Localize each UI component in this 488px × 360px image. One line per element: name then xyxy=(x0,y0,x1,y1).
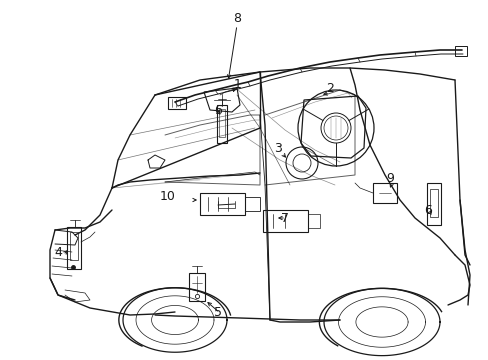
Bar xyxy=(426,183,440,225)
Text: 6: 6 xyxy=(423,203,431,216)
Bar xyxy=(372,183,396,203)
Bar xyxy=(67,227,81,269)
Text: 5: 5 xyxy=(214,306,222,319)
Bar xyxy=(70,232,78,260)
Bar xyxy=(200,193,244,215)
Bar xyxy=(307,214,319,228)
Bar xyxy=(429,189,437,217)
Bar xyxy=(189,273,204,301)
Text: 4: 4 xyxy=(54,246,62,258)
Text: 1: 1 xyxy=(234,78,242,91)
Bar xyxy=(263,210,307,232)
Text: 8: 8 xyxy=(232,12,241,24)
Text: 3: 3 xyxy=(273,141,282,154)
Circle shape xyxy=(324,116,347,140)
Text: 6: 6 xyxy=(214,104,222,117)
Text: 2: 2 xyxy=(325,81,333,94)
Bar xyxy=(219,109,224,137)
Text: 9: 9 xyxy=(385,171,393,184)
Bar xyxy=(244,197,260,211)
Bar xyxy=(217,105,226,143)
Text: 7: 7 xyxy=(281,211,288,225)
Text: 10: 10 xyxy=(160,189,176,202)
